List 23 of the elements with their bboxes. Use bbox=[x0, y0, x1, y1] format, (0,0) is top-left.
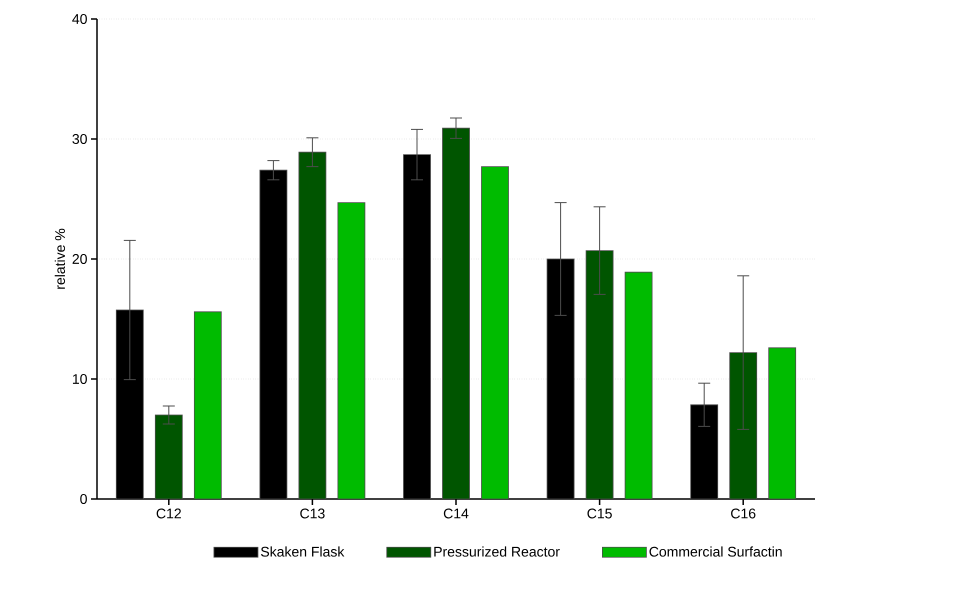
bar bbox=[154, 414, 183, 499]
x-tick-label: C14 bbox=[444, 508, 468, 518]
legend-label: Skaken Flask bbox=[260, 546, 344, 557]
bar bbox=[442, 128, 470, 499]
x-tick-label: C16 bbox=[731, 508, 756, 518]
bar bbox=[586, 250, 614, 499]
x-tick-label: C13 bbox=[300, 508, 325, 518]
y-tick-label: 20 bbox=[72, 254, 87, 264]
y-tick-label: 0 bbox=[80, 494, 87, 504]
bar bbox=[768, 347, 796, 499]
bar bbox=[338, 202, 366, 499]
bar bbox=[624, 272, 652, 499]
x-tick-label: C12 bbox=[156, 508, 181, 518]
bar bbox=[298, 152, 326, 499]
y-tick-label: 40 bbox=[72, 14, 87, 24]
legend-label: Pressurized Reactor bbox=[434, 546, 560, 557]
bar bbox=[481, 166, 509, 499]
y-axis-title: relative % bbox=[54, 228, 66, 289]
legend-label: Commercial Surfactin bbox=[650, 546, 782, 557]
y-tick-label: 30 bbox=[72, 134, 87, 144]
bar bbox=[194, 311, 222, 499]
x-tick-label: C15 bbox=[587, 508, 612, 518]
y-tick-label: 10 bbox=[72, 374, 87, 384]
